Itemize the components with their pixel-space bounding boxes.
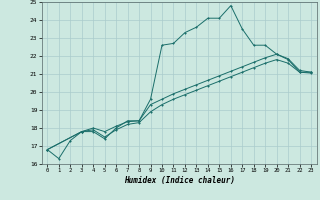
X-axis label: Humidex (Indice chaleur): Humidex (Indice chaleur)	[124, 176, 235, 185]
